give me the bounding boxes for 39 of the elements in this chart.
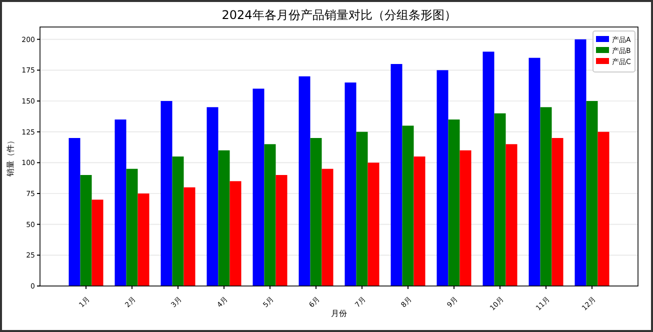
bar	[252, 88, 264, 286]
bar	[68, 138, 80, 286]
bar	[528, 58, 540, 286]
bar	[126, 168, 138, 286]
bar	[218, 150, 230, 286]
x-axis-title: 月份	[331, 309, 347, 318]
bar	[298, 76, 310, 286]
bar	[276, 175, 288, 286]
bar	[356, 132, 368, 286]
bar	[114, 120, 126, 286]
bar	[230, 181, 242, 286]
bar	[552, 138, 564, 286]
bar	[414, 156, 426, 286]
bar	[160, 101, 172, 286]
bar	[184, 187, 196, 286]
bar	[310, 138, 322, 286]
bar	[172, 156, 184, 286]
bar	[460, 150, 472, 286]
bar	[92, 200, 104, 286]
chart-title: 2024年各月份产品销量对比（分组条形图）	[222, 8, 456, 22]
bar	[436, 70, 448, 286]
bar	[598, 132, 610, 286]
bar	[138, 194, 150, 286]
bar	[448, 120, 460, 286]
bar	[390, 64, 402, 286]
bar	[80, 175, 92, 286]
bar	[264, 144, 276, 286]
bar	[368, 162, 380, 286]
bar	[344, 82, 356, 286]
bar	[494, 113, 506, 286]
bar	[206, 107, 218, 286]
bar	[586, 101, 598, 286]
bar	[574, 39, 586, 286]
y-axis-title: 销量（件）	[6, 136, 15, 178]
bar	[482, 52, 494, 286]
bar	[322, 168, 334, 286]
bar	[506, 144, 518, 286]
bar	[402, 126, 414, 286]
bar	[540, 107, 552, 286]
